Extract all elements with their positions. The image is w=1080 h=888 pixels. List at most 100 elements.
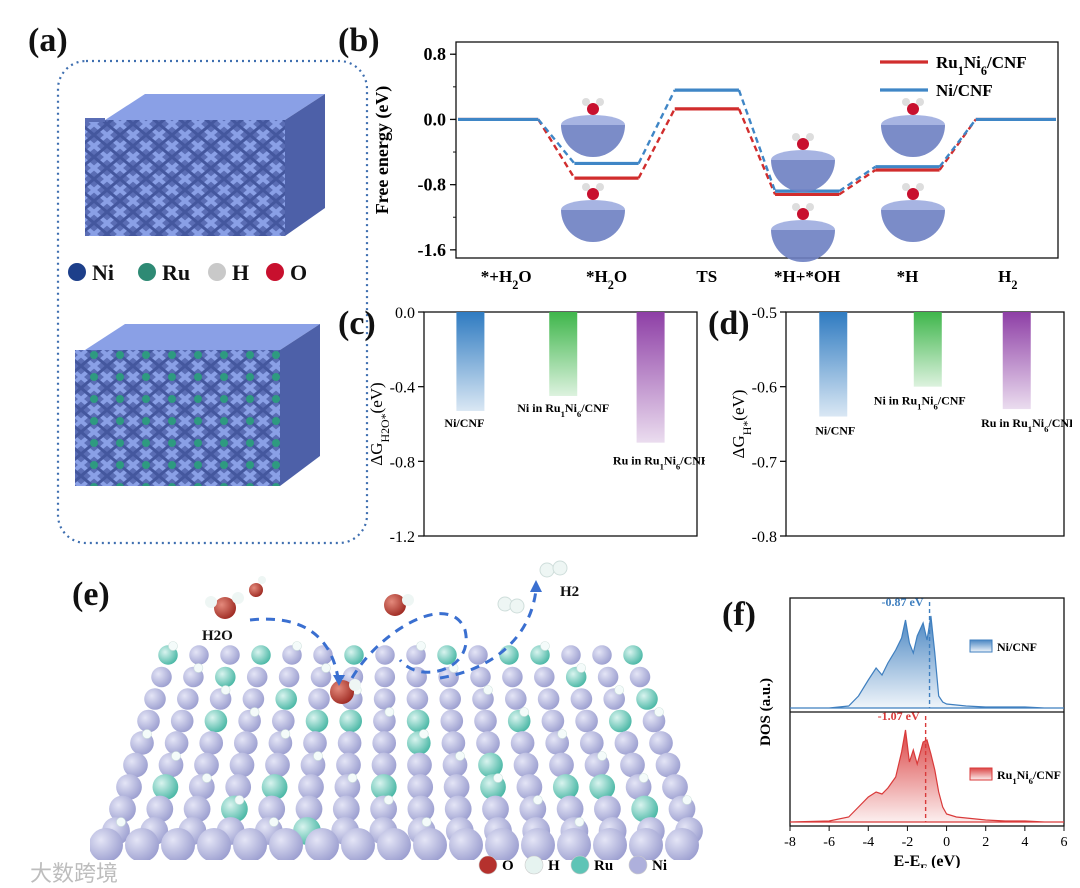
inset-o-atom xyxy=(797,208,809,220)
energy-connector xyxy=(737,89,777,192)
h-atom xyxy=(347,773,358,783)
inset-slab xyxy=(771,160,835,192)
h-atom xyxy=(234,795,245,805)
x-category-label: *H xyxy=(897,267,919,286)
h2o-label: H2O xyxy=(202,628,233,644)
ni-atom xyxy=(177,688,199,710)
ni-atom xyxy=(476,731,500,755)
y-tick-label: 0.8 xyxy=(424,44,447,64)
ni-atom xyxy=(220,645,240,665)
ni-atom xyxy=(116,774,142,800)
y-tick-label: -0.6 xyxy=(752,380,777,397)
bar xyxy=(913,312,942,387)
inset-slab xyxy=(881,210,945,242)
legend-label-ru: Ru xyxy=(594,858,613,874)
ru-atom xyxy=(261,774,288,800)
h-atom xyxy=(193,663,204,673)
ru-atom xyxy=(152,774,179,800)
energy-connector xyxy=(838,165,877,193)
inset-h-atom xyxy=(582,183,590,191)
legend-label: Ru1Ni6/CNF xyxy=(997,768,1061,786)
ni-atom xyxy=(197,828,231,860)
ni-atom xyxy=(516,774,543,800)
ni-atom xyxy=(337,731,362,755)
h-atom xyxy=(455,751,465,761)
h-atom xyxy=(416,641,426,651)
ni-atom xyxy=(265,752,290,778)
inset-h-atom xyxy=(596,183,604,191)
h-atom xyxy=(540,641,550,651)
legend-dot-ni xyxy=(68,263,86,281)
legend-label-ni: Ni xyxy=(652,858,667,874)
x-tick-label: 4 xyxy=(1021,835,1028,850)
ni-atom xyxy=(444,795,472,823)
inset-o-atom xyxy=(797,138,809,150)
ni-atom xyxy=(534,666,555,688)
ru-atom xyxy=(251,645,271,665)
dos-curve xyxy=(790,615,1064,709)
legend-label-h: H xyxy=(232,260,249,285)
legend-label-o: O xyxy=(502,858,514,874)
d-band-center-label: -0.87 eV xyxy=(882,595,924,609)
x-category-label: TS xyxy=(696,267,717,286)
inset-h-atom xyxy=(582,98,590,106)
x-tick-label: 2 xyxy=(982,835,989,850)
ni-atom xyxy=(620,752,645,778)
h-atom xyxy=(493,773,503,783)
x-tick-label: 0 xyxy=(943,835,950,850)
h2o-adsorption-bar-chart: 0.0 -0.4 -0.8 -1.2 ΔGH2O*(eV) Ni/CNF Ni in Ru1… xyxy=(367,305,705,546)
h-atom xyxy=(638,773,649,783)
ni-atom xyxy=(449,828,483,860)
ni-atom xyxy=(510,731,535,755)
energy-connector xyxy=(537,118,576,179)
panel-f-label: (f) xyxy=(722,596,756,633)
h-atom xyxy=(220,685,231,695)
legend-label-o: O xyxy=(290,260,307,285)
atom-legend: O H Ru Ni xyxy=(478,852,688,876)
h-atom xyxy=(292,641,302,651)
h-atom xyxy=(280,729,291,739)
h-atom xyxy=(557,729,568,739)
ni-atom xyxy=(271,709,295,733)
inset-slab xyxy=(561,125,625,157)
bar xyxy=(456,312,485,411)
ni-atom xyxy=(407,774,434,800)
y-tick-label: -0.7 xyxy=(752,454,777,471)
ni-atom xyxy=(649,731,673,755)
adsorption-inset xyxy=(771,203,835,262)
h2-label: H2 xyxy=(560,584,579,600)
y-tick-label: 0.0 xyxy=(395,305,415,322)
x-tick-label: -8 xyxy=(784,835,796,850)
legend-swatch xyxy=(969,639,993,653)
bar-label: Ru in Ru1Ni6/CNF xyxy=(981,416,1072,434)
ni-atom xyxy=(439,688,461,710)
ni-atom xyxy=(233,731,258,755)
y-axis-label: ΔGH2O*(eV) xyxy=(367,382,392,465)
ru-atom xyxy=(305,709,329,733)
inset-h-atom xyxy=(806,203,814,211)
inset-o-atom xyxy=(587,188,599,200)
ni-atom xyxy=(372,731,397,755)
y-axis-label: Free energy (eV) xyxy=(372,86,393,215)
ru-atom xyxy=(608,709,632,733)
ni-atom xyxy=(183,795,211,823)
y-tick-label: -0.8 xyxy=(418,175,447,195)
free-energy-chart: 0.8 0.0 -0.8 -1.6 Free energy (eV) *+H2O *H2O T… xyxy=(372,41,1059,292)
h-atom xyxy=(269,817,279,827)
ni-atom xyxy=(258,795,286,823)
bar xyxy=(636,312,665,443)
ni-atom xyxy=(90,828,123,860)
y-tick-label: -0.8 xyxy=(390,454,415,471)
legend-dot-h xyxy=(208,263,226,281)
h-atom xyxy=(321,663,331,673)
inset-h-atom xyxy=(916,183,924,191)
ni-atom xyxy=(164,731,189,755)
legend-label: Ni/CNF xyxy=(936,81,993,100)
plot-frame xyxy=(455,41,1059,259)
ru-atom xyxy=(437,645,457,665)
adsorption-inset xyxy=(881,183,945,242)
ni-atom xyxy=(665,828,699,860)
ru1ni6-cnf-structure xyxy=(75,324,320,486)
energy-connector xyxy=(838,168,877,196)
legend-dot-o xyxy=(478,855,498,875)
